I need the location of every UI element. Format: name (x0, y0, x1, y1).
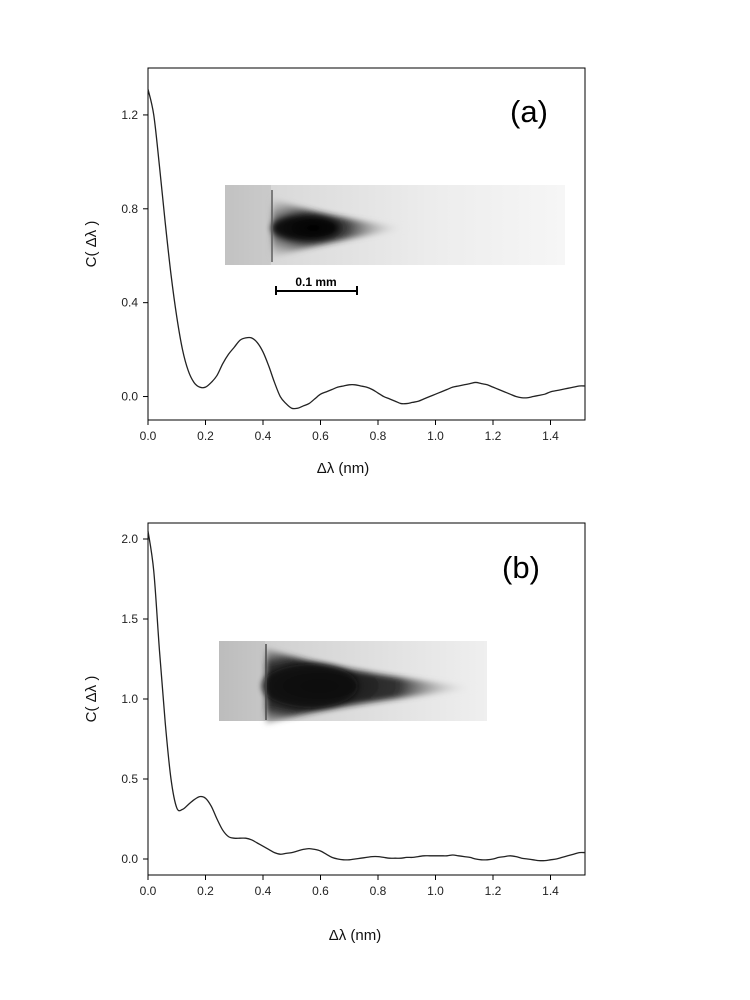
chart-panel-b: 0.0 0.2 0.4 0.6 0.8 1.0 1.2 1.4 0.0 0.5 1.0 1.5 2.0… (83, 522, 586, 944)
series-line-a (147, 88, 586, 410)
x-axis-label-b: Δλ (nm) (329, 927, 382, 944)
x-tick-label: 0.0 (140, 429, 157, 443)
x-tick-label: 1.2 (485, 884, 502, 898)
plot-frame-a (147, 67, 586, 421)
x-tick-label: 0.0 (140, 884, 157, 898)
y-tick-label: 0.8 (121, 202, 138, 216)
chart-panel-a: 0.1 mm 0.0 0.2 0.4 0.6 0.8 1.0 1.2 1.4 0.00.40.… (83, 67, 586, 477)
x-tick-label: 0.6 (312, 884, 329, 898)
y-axis-ticks-a: 0.0 0.4 0.8 1.2 (121, 108, 148, 404)
inset-speckle-core-b (262, 664, 358, 708)
x-tick-label: 0.2 (197, 884, 214, 898)
x-tick-label: 0.8 (370, 884, 387, 898)
inset-left-strip-b (219, 641, 265, 721)
x-tick-label: 0.4 (255, 429, 272, 443)
y-tick-label: 0.0 (121, 390, 138, 404)
x-tick-label: 0.2 (197, 429, 214, 443)
inset-image-b (219, 641, 487, 724)
y-tick-label: 1.5 (121, 612, 138, 626)
inset-speckle-core-a (271, 216, 339, 240)
series-line-b (147, 530, 586, 862)
y-tick-label: 1.0 (121, 692, 138, 706)
x-tick-label: 1.4 (542, 884, 559, 898)
x-tick-label: 0.4 (255, 884, 272, 898)
y-axis-label-b: C( Δλ ) (83, 676, 100, 723)
x-tick-label: 1.0 (427, 884, 444, 898)
inset-image-a (225, 185, 565, 265)
x-tick-label: 1.0 (427, 429, 444, 443)
y-axis-label-a: C( Δλ ) (83, 221, 100, 268)
y-tick-label: 0.4 (121, 296, 138, 310)
scale-bar: 0.1 mm (275, 275, 358, 295)
y-tick-label: 0.5 (121, 772, 138, 786)
panel-label-a: (a) (510, 94, 548, 129)
x-axis-label-a: Δλ (nm) (317, 460, 370, 477)
x-tick-label: 0.8 (370, 429, 387, 443)
x-tick-label: 1.2 (485, 429, 502, 443)
inset-speckle-cone-a (272, 198, 410, 258)
y-tick-label: 1.2 (121, 108, 138, 122)
x-axis-ticks-a: 0.0 0.2 0.4 0.6 0.8 1.0 1.2 1.4 (140, 420, 559, 443)
scale-bar-label: 0.1 mm (295, 275, 336, 289)
y-tick-label: 0.0 (121, 852, 138, 866)
y-axis-ticks-b: 0.0 0.5 1.0 1.5 2.0 (121, 532, 148, 866)
inset-left-strip-a (225, 185, 271, 265)
y-tick-label: 2.0 (121, 532, 138, 546)
x-tick-label: 1.4 (542, 429, 559, 443)
panel-label-b: (b) (502, 550, 540, 585)
x-tick-label: 0.6 (312, 429, 329, 443)
x-axis-ticks-b: 0.0 0.2 0.4 0.6 0.8 1.0 1.2 1.4 (140, 875, 559, 898)
